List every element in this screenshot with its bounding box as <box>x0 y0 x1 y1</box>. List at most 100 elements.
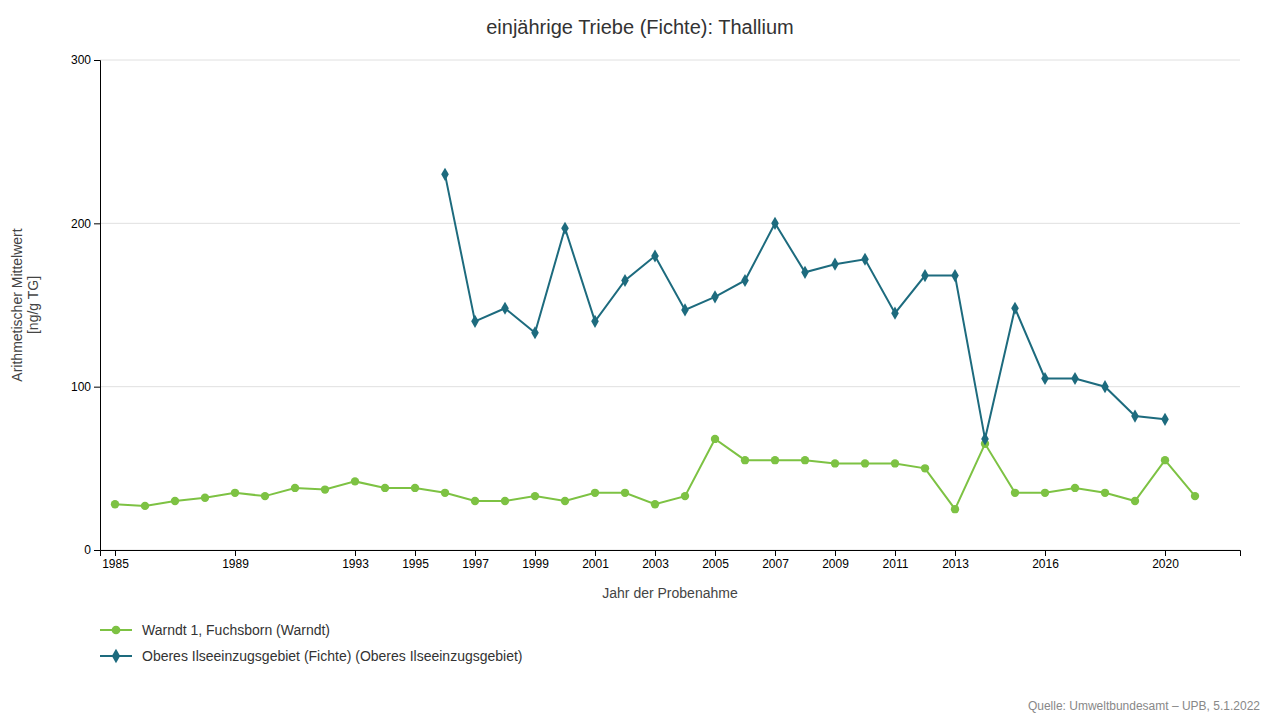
x-axis-title: Jahr der Probenahme <box>602 585 738 601</box>
tick: 2005 <box>702 550 729 571</box>
point <box>951 269 959 282</box>
tick-mark <box>415 550 416 556</box>
point <box>951 505 959 513</box>
line <box>445 174 1165 439</box>
point <box>831 258 839 271</box>
tick: 2009 <box>822 550 849 571</box>
point <box>261 492 269 500</box>
line <box>115 439 1195 509</box>
point <box>621 489 629 497</box>
tick-mark <box>835 550 836 556</box>
point <box>981 432 989 445</box>
tick-label: 200 <box>71 217 91 231</box>
point <box>651 500 659 508</box>
tick-mark <box>595 550 596 556</box>
tick-mark <box>94 387 100 388</box>
tick-mark <box>355 550 356 556</box>
tick-label: 1993 <box>342 557 369 571</box>
y-axis-title-line: [ng/g TG] <box>25 276 41 334</box>
point <box>1071 372 1079 385</box>
chart: 1985 1989 1993 1995 1997 1999 2001 2003 2005 2007… <box>0 0 1280 720</box>
point <box>1071 484 1079 492</box>
point <box>471 315 479 328</box>
point <box>561 497 569 505</box>
legend-item: Warndt 1, Fuchsborn (Warndt) <box>100 622 330 638</box>
point <box>111 500 119 508</box>
point <box>471 497 479 505</box>
tick: 1993 <box>342 550 369 571</box>
y-axis-title-line: Arithmetischer Mittelwert <box>9 228 25 381</box>
tick: 100 <box>71 380 100 394</box>
y-axis-title: Arithmetischer Mittelwert[ng/g TG] <box>9 228 42 381</box>
point <box>771 456 779 464</box>
tick: 0 <box>84 543 100 557</box>
point <box>501 302 509 315</box>
point <box>741 274 749 287</box>
title: einjährige Triebe (Fichte): Thallium <box>486 16 794 38</box>
point <box>711 290 719 303</box>
point <box>741 456 749 464</box>
point <box>531 492 539 500</box>
tick-label: 1997 <box>462 557 489 571</box>
tick-mark <box>475 550 476 556</box>
tick-label: 1995 <box>402 557 429 571</box>
point <box>801 456 809 464</box>
tick: 200 <box>71 217 100 231</box>
tick: 2003 <box>642 550 669 571</box>
point <box>891 459 899 467</box>
tick: 2001 <box>582 550 609 571</box>
point <box>381 484 389 492</box>
point <box>921 269 929 282</box>
tick: 300 <box>71 53 100 67</box>
point <box>171 497 179 505</box>
point <box>891 307 899 320</box>
tick-label: 2007 <box>762 557 789 571</box>
point <box>861 459 869 467</box>
tick: 1997 <box>462 550 489 571</box>
tick-mark <box>775 550 776 556</box>
tick-mark <box>535 550 536 556</box>
point <box>321 485 329 493</box>
tick-mark <box>1165 550 1166 556</box>
tick-mark <box>94 60 100 61</box>
grid-line <box>100 60 1240 61</box>
tick: 2020 <box>1152 550 1179 571</box>
point <box>1041 489 1049 497</box>
tick-label: 2005 <box>702 557 729 571</box>
tick-mark <box>955 550 956 556</box>
tick-label: 2016 <box>1032 557 1059 571</box>
tick: 2011 <box>883 550 909 571</box>
tick-label: 300 <box>71 53 91 67</box>
point <box>1011 489 1019 497</box>
point <box>1161 413 1169 426</box>
tick: 1999 <box>522 550 549 571</box>
tick-label: 2013 <box>942 557 969 571</box>
legend-marker <box>112 626 121 635</box>
tick: 2016 <box>1032 550 1059 571</box>
point <box>141 502 149 510</box>
point <box>1131 497 1139 505</box>
tick-label: 2020 <box>1152 557 1179 571</box>
plot: 1985 1989 1993 1995 1997 1999 2001 2003 2005 2007… <box>71 53 1241 570</box>
point <box>231 489 239 497</box>
point <box>1011 302 1019 315</box>
tick-mark <box>1045 550 1046 556</box>
point <box>1101 489 1109 497</box>
legend-marker <box>112 649 120 663</box>
point <box>921 464 929 472</box>
tick-label: 0 <box>84 543 91 557</box>
point <box>801 266 809 279</box>
y-axis: 0 100 200 300 <box>71 53 101 557</box>
tick: 1989 <box>222 550 249 571</box>
tick: 2013 <box>942 550 969 571</box>
point <box>1191 492 1199 500</box>
point <box>681 492 689 500</box>
axis-line <box>101 551 1241 557</box>
point <box>1161 456 1169 464</box>
series <box>111 435 1199 514</box>
point <box>441 489 449 497</box>
annotation: Quelle: Umweltbundesamt – UPB, 5.1.2022 <box>1028 699 1260 713</box>
point <box>411 484 419 492</box>
tick-label: 1999 <box>522 557 549 571</box>
tick: 1985 <box>102 550 129 571</box>
